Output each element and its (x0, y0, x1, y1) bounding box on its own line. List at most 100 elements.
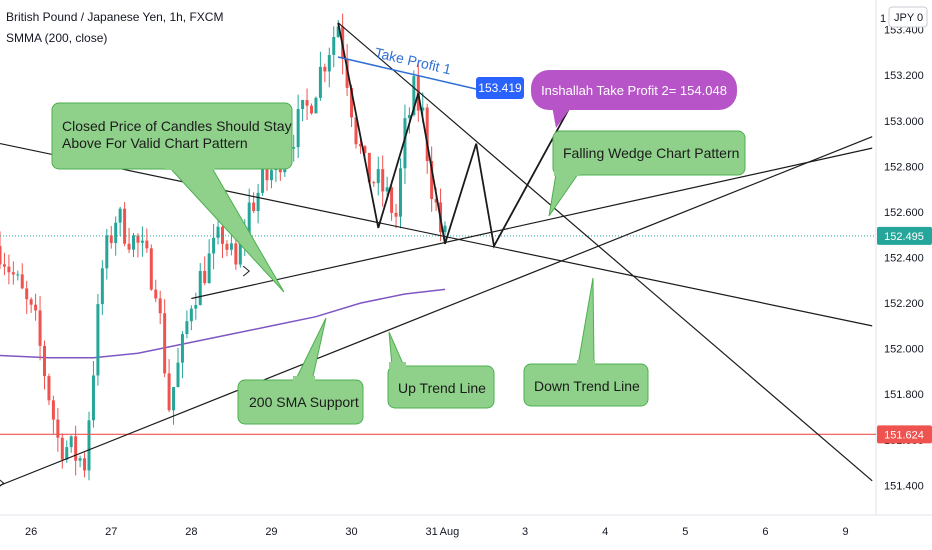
x-tick-label: 5 (682, 526, 688, 538)
note-up-trend-text: Up Trend Line (398, 380, 486, 396)
note-closed-price-line-1: Closed Price of Candles Should Stay (62, 118, 292, 134)
y-tick-label: 151.800 (884, 389, 924, 401)
candle (203, 256, 207, 286)
candle (20, 263, 24, 290)
x-tick-label: 27 (105, 526, 117, 538)
currency-label: JPY (894, 12, 915, 24)
candle (305, 88, 309, 121)
note-falling-wedge-text: Falling Wedge Chart Pattern (563, 145, 739, 161)
candle (38, 295, 42, 361)
note-up-trend: Up Trend Line (387, 331, 495, 409)
candle (212, 224, 216, 270)
currency-suffix: 0 (917, 12, 923, 24)
take-profit-2-label: Inshallah Take Profit 2= 154.048 (541, 83, 727, 98)
candle (158, 290, 162, 325)
candle (100, 260, 104, 316)
candle (29, 297, 33, 313)
candle (332, 26, 336, 68)
candle (189, 305, 193, 331)
candle (323, 63, 327, 83)
candle (149, 244, 153, 291)
x-tick-label: 6 (762, 526, 768, 538)
candle (11, 261, 15, 285)
axis-top-fragment: 1 (880, 13, 886, 25)
candle (310, 103, 313, 115)
candle (167, 359, 171, 413)
candle (314, 96, 318, 114)
x-tick-label: 3 (522, 526, 528, 538)
candle (394, 203, 398, 229)
candle (399, 158, 402, 229)
current-price-value: 152.495 (884, 231, 924, 243)
candle (430, 146, 434, 212)
lower-wedge-line (191, 147, 873, 300)
zigzag-path (337, 22, 580, 249)
candle (74, 425, 78, 476)
candle (78, 455, 82, 468)
note-200-sma-text: 200 SMA Support (249, 394, 359, 410)
y-tick-label: 151.400 (884, 480, 924, 492)
candle (136, 233, 140, 258)
candle (225, 240, 229, 257)
up-trend-arrow (0, 479, 5, 487)
candle (34, 293, 38, 321)
candle (256, 183, 260, 224)
candle (60, 433, 64, 469)
y-tick-label: 153.400 (884, 25, 924, 37)
candle (109, 226, 113, 249)
note-closed-price: Closed Price of Candles Should Stay Abov… (51, 102, 293, 293)
take-profit-1-badge: 153.419 (476, 77, 524, 99)
candle (252, 192, 256, 214)
candle (185, 310, 189, 339)
support-price-value: 151.624 (884, 429, 924, 441)
sma-line (0, 288, 446, 359)
candle (296, 94, 300, 158)
x-tick-label: 31 (426, 526, 438, 538)
candle (376, 156, 380, 196)
x-tick-label: 29 (265, 526, 277, 538)
candle (123, 202, 127, 247)
note-200-sma: 200 SMA Support (237, 317, 364, 425)
current-price-badge: 152.495 (877, 226, 932, 245)
x-tick-label: 28 (185, 526, 197, 538)
candle (7, 254, 11, 285)
candle (118, 206, 122, 236)
candle (140, 226, 144, 257)
note-down-trend-text: Down Trend Line (534, 378, 640, 394)
take-profit-2-callout: Inshallah Take Profit 2= 154.048 (531, 70, 737, 128)
take-profit-1-label: Take Profit 1 (373, 44, 453, 77)
candle (154, 279, 158, 303)
candle (51, 395, 55, 435)
take-profit-1-line (337, 56, 477, 90)
candle (43, 340, 46, 390)
candle (403, 104, 407, 185)
x-tick-label: 4 (602, 526, 608, 538)
candle (47, 373, 51, 406)
candle (327, 47, 331, 88)
candle (16, 270, 20, 281)
candle (207, 239, 211, 284)
candle (87, 411, 91, 481)
candle (132, 233, 135, 257)
candle (354, 116, 358, 149)
down-trend-line (0, 142, 873, 327)
y-tick-label: 152.400 (884, 253, 924, 265)
currency-selector[interactable]: JPY 0 (888, 6, 928, 28)
candle (114, 216, 118, 256)
y-tick-label: 152.200 (884, 298, 924, 310)
indicator-legend[interactable]: SMMA (200, close) (6, 31, 108, 45)
upper-wedge-line (337, 22, 873, 482)
candle (69, 435, 73, 453)
up-trend-line (0, 136, 873, 486)
candle (372, 180, 376, 187)
candle (180, 331, 184, 379)
candle (229, 234, 233, 256)
candle (265, 166, 269, 191)
note-down-trend: Down Trend Line (523, 277, 649, 407)
candle (56, 407, 60, 452)
x-tick-label: 30 (345, 526, 357, 538)
candle (176, 347, 180, 388)
candle (381, 155, 385, 207)
candle (127, 227, 131, 254)
